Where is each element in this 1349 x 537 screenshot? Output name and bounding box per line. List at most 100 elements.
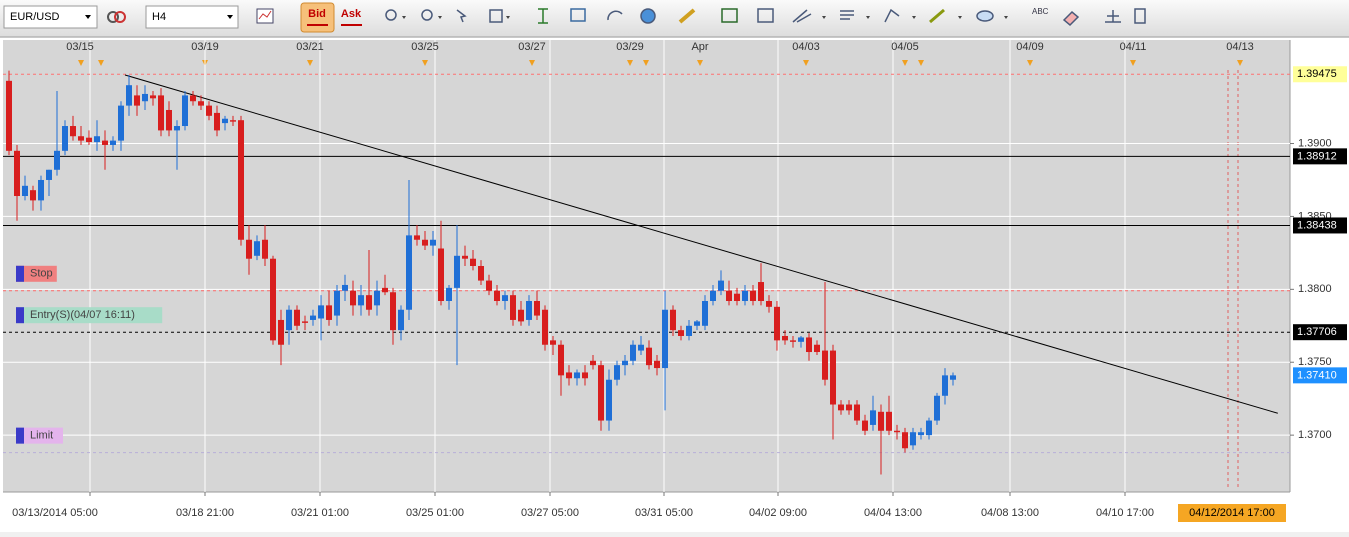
price-tag-bg: [1293, 324, 1347, 341]
candle-body: [238, 120, 244, 240]
price-tag: 1.38438: [1293, 217, 1347, 234]
date-label: 04/03: [792, 41, 820, 53]
candle-body: [758, 282, 764, 301]
text-tool[interactable]: ABC: [1032, 7, 1049, 16]
candle-body: [878, 411, 884, 431]
candle-body: [422, 239, 428, 246]
timeframe-select[interactable]: H4: [145, 5, 239, 29]
candle-body: [526, 300, 532, 320]
ask-button[interactable]: Ask: [341, 8, 362, 26]
order-tag: Limit: [16, 427, 63, 444]
candle-body: [806, 337, 812, 353]
candle-body: [702, 300, 708, 326]
candle-body: [46, 169, 52, 180]
candle-body: [494, 290, 500, 301]
bid-button[interactable]: Bid: [300, 2, 335, 33]
price-tag: 1.38912: [1293, 148, 1347, 165]
order-tag: Entry(S)(04/07 16:11): [16, 307, 163, 324]
price-tag: 1.37706: [1293, 324, 1347, 341]
link-icon[interactable]: [107, 11, 126, 23]
y-tick-label: 1.3700: [1298, 429, 1332, 441]
candle-body: [326, 305, 332, 320]
candle-body: [54, 150, 60, 170]
candle-body: [486, 280, 492, 291]
candle-body: [126, 85, 132, 106]
x-tick-label: 04/10 17:00: [1096, 507, 1154, 519]
candle-body: [150, 95, 156, 99]
candle-body: [870, 410, 876, 425]
date-label: 04/09: [1016, 41, 1044, 53]
candle-body: [558, 344, 564, 376]
candle-body: [606, 379, 612, 421]
candle-body: [270, 258, 276, 341]
candle-body: [670, 309, 676, 331]
y-tick-label: 1.3900: [1298, 137, 1332, 149]
x-tick-label: 03/25 01:00: [406, 507, 464, 519]
candle-body: [710, 290, 716, 301]
candle-body: [398, 309, 404, 331]
price-tag-bg: [1293, 148, 1347, 165]
candle-body: [750, 290, 756, 301]
order-tag-label: Stop: [30, 268, 53, 280]
y-tick-label: 1.3750: [1298, 356, 1332, 368]
candle-body: [654, 360, 660, 369]
candle-body: [358, 295, 364, 306]
candle-body: [782, 335, 788, 341]
candle-body: [502, 295, 508, 301]
candle-body: [470, 258, 476, 266]
candle-body: [318, 305, 324, 319]
ask: Ask: [341, 8, 362, 20]
order-tag-bg: [16, 427, 63, 444]
candle-body: [542, 309, 548, 345]
x-tick-label: 04/08 13:00: [981, 507, 1039, 519]
candle-body: [78, 136, 84, 141]
x-tick-label: 03/31 05:00: [635, 507, 693, 519]
symbol: EUR/USD: [10, 11, 60, 23]
candle-body: [638, 344, 644, 351]
candle-body: [734, 293, 740, 301]
date-label: 03/29: [616, 41, 644, 53]
candle-body: [726, 290, 732, 301]
candle-body: [278, 319, 284, 345]
cursor-time-bg: [1178, 504, 1286, 522]
candle-body: [838, 404, 844, 411]
candle-body: [454, 255, 460, 288]
symbol-select[interactable]: EUR/USD: [3, 5, 98, 29]
price-tag-label: 1.38912: [1297, 150, 1337, 162]
candle-body: [246, 239, 252, 259]
candle-body: [110, 140, 116, 145]
future-markers: [1227, 70, 1239, 490]
candle-body: [214, 112, 220, 131]
candle-body: [814, 344, 820, 353]
candle-body: [622, 360, 628, 366]
candle-body: [86, 137, 92, 143]
candle-body: [222, 118, 228, 124]
candle-body: [14, 150, 20, 197]
candle-body: [310, 315, 316, 320]
candle-body: [830, 350, 836, 405]
tool-dropdown-arrows[interactable]: [402, 16, 1008, 19]
candle-body: [102, 140, 108, 145]
candle-body: [174, 126, 180, 131]
tool-icons[interactable]: [385, 8, 1146, 27]
chart-type-icon[interactable]: [256, 8, 274, 24]
candle-body: [694, 321, 700, 326]
bid: Bid: [308, 8, 326, 20]
candle-body: [854, 404, 860, 421]
candle-body: [478, 266, 484, 281]
candle-body: [678, 330, 684, 336]
candle-body: [510, 295, 516, 320]
x-tick-label: 03/13/2014 05:00: [12, 507, 98, 519]
candle-body: [886, 411, 892, 431]
candle-body: [582, 372, 588, 379]
candle-body: [550, 340, 556, 345]
candle-body: [166, 109, 172, 131]
order-tag-marker: [16, 427, 24, 444]
price-tag-bg: [1293, 217, 1347, 234]
order-tag-bg: [16, 265, 57, 282]
candle-body: [518, 309, 524, 322]
candle-body: [446, 287, 452, 301]
price-tag-label: 1.39475: [1297, 68, 1337, 80]
date-label: 04/13: [1226, 41, 1254, 53]
